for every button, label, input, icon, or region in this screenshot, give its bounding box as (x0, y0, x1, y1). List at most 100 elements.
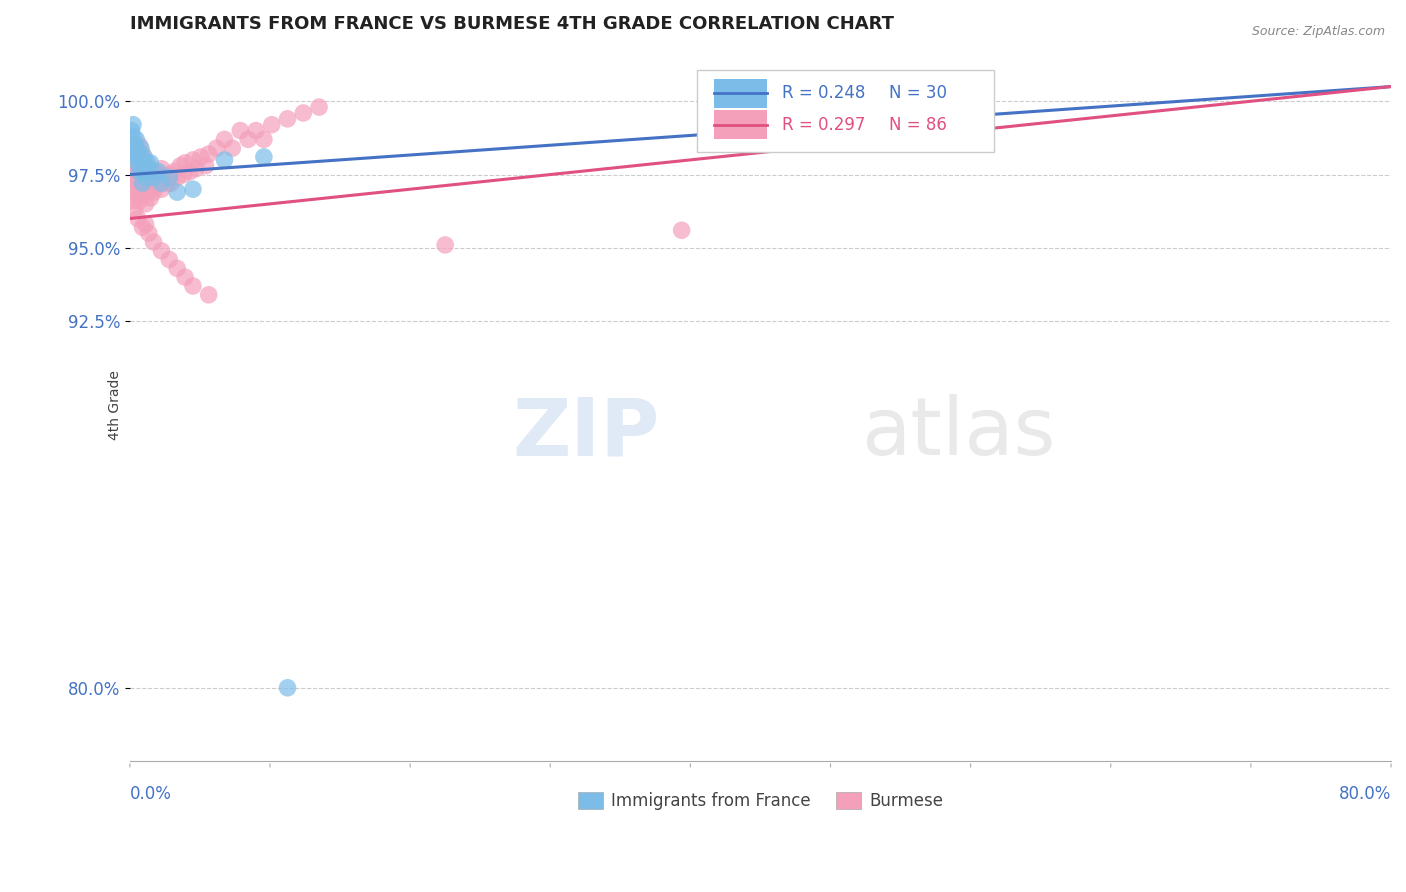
Point (157, 168, 180, 182)
Point (160, 177, 183, 191)
Text: R = 0.248: R = 0.248 (782, 85, 865, 103)
Point (156, 177, 179, 191)
Point (139, 170, 162, 185)
Point (131, 185, 153, 199)
Text: 0.0%: 0.0% (129, 785, 172, 803)
Point (121, 123, 143, 137)
Point (221, 141, 243, 155)
Point (150, 244, 173, 258)
Point (253, 150, 276, 164)
Point (124, 202, 146, 217)
Point (169, 159, 191, 173)
Point (131, 164, 153, 178)
Point (138, 226, 160, 240)
Point (166, 185, 188, 199)
Point (181, 182, 204, 196)
Text: ZIP: ZIP (512, 394, 659, 472)
Point (128, 173, 150, 187)
Point (166, 170, 188, 185)
Point (129, 168, 152, 182)
Text: N = 30: N = 30 (889, 85, 948, 103)
Point (135, 159, 157, 173)
Point (127, 156, 149, 170)
Point (125, 141, 148, 155)
Point (148, 168, 170, 182)
Point (122, 138, 145, 153)
Point (205, 141, 228, 155)
Point (145, 179, 167, 194)
Point (292, 106, 315, 120)
Legend: Immigrants from France, Burmese: Immigrants from France, Burmese (571, 785, 950, 817)
Point (131, 147, 153, 161)
Point (138, 164, 160, 178)
Point (124, 141, 146, 155)
Point (135, 197, 157, 211)
Point (122, 129, 145, 144)
Point (124, 150, 146, 164)
Point (129, 188, 152, 202)
Point (780, 97, 803, 112)
Point (142, 185, 165, 199)
Point (142, 170, 165, 185)
Point (138, 185, 160, 199)
Point (122, 194, 145, 208)
Point (131, 164, 153, 178)
Point (163, 164, 186, 178)
Point (124, 173, 146, 187)
Point (132, 150, 155, 164)
Point (128, 164, 150, 178)
Point (125, 161, 148, 176)
Bar (714, 79, 766, 108)
Point (166, 261, 188, 276)
Point (122, 177, 145, 191)
Point (135, 159, 157, 173)
Point (179, 164, 201, 178)
Point (131, 177, 153, 191)
Point (149, 177, 172, 191)
Point (277, 681, 299, 695)
Point (135, 170, 157, 185)
Point (142, 235, 165, 249)
Point (127, 211, 149, 226)
Point (132, 156, 155, 170)
Point (214, 132, 236, 146)
Point (434, 238, 457, 252)
Point (253, 132, 276, 146)
Point (136, 182, 159, 196)
Point (150, 182, 173, 196)
Text: atlas: atlas (862, 394, 1056, 472)
Point (141, 177, 163, 191)
Point (136, 156, 159, 170)
Point (124, 156, 146, 170)
Point (174, 156, 197, 170)
Point (184, 161, 207, 176)
Point (308, 100, 330, 114)
Point (229, 123, 252, 137)
Point (128, 138, 150, 153)
Point (127, 168, 149, 182)
Point (214, 153, 236, 167)
Point (139, 191, 162, 205)
Text: N = 86: N = 86 (889, 116, 948, 134)
Point (127, 150, 149, 164)
Point (122, 118, 145, 132)
Point (142, 164, 165, 178)
Point (128, 150, 150, 164)
Point (136, 161, 159, 176)
Point (671, 223, 693, 237)
Point (157, 252, 180, 267)
Point (197, 287, 219, 301)
Point (128, 156, 150, 170)
Y-axis label: 4th Grade: 4th Grade (108, 370, 121, 440)
Text: Source: ZipAtlas.com: Source: ZipAtlas.com (1251, 25, 1385, 38)
Bar (714, 111, 766, 139)
Point (127, 144, 149, 158)
Point (260, 118, 283, 132)
Point (197, 147, 219, 161)
Point (173, 168, 195, 182)
Point (135, 177, 157, 191)
Text: 80.0%: 80.0% (1339, 785, 1391, 803)
Point (277, 112, 299, 126)
Point (174, 270, 197, 285)
Point (129, 141, 152, 155)
